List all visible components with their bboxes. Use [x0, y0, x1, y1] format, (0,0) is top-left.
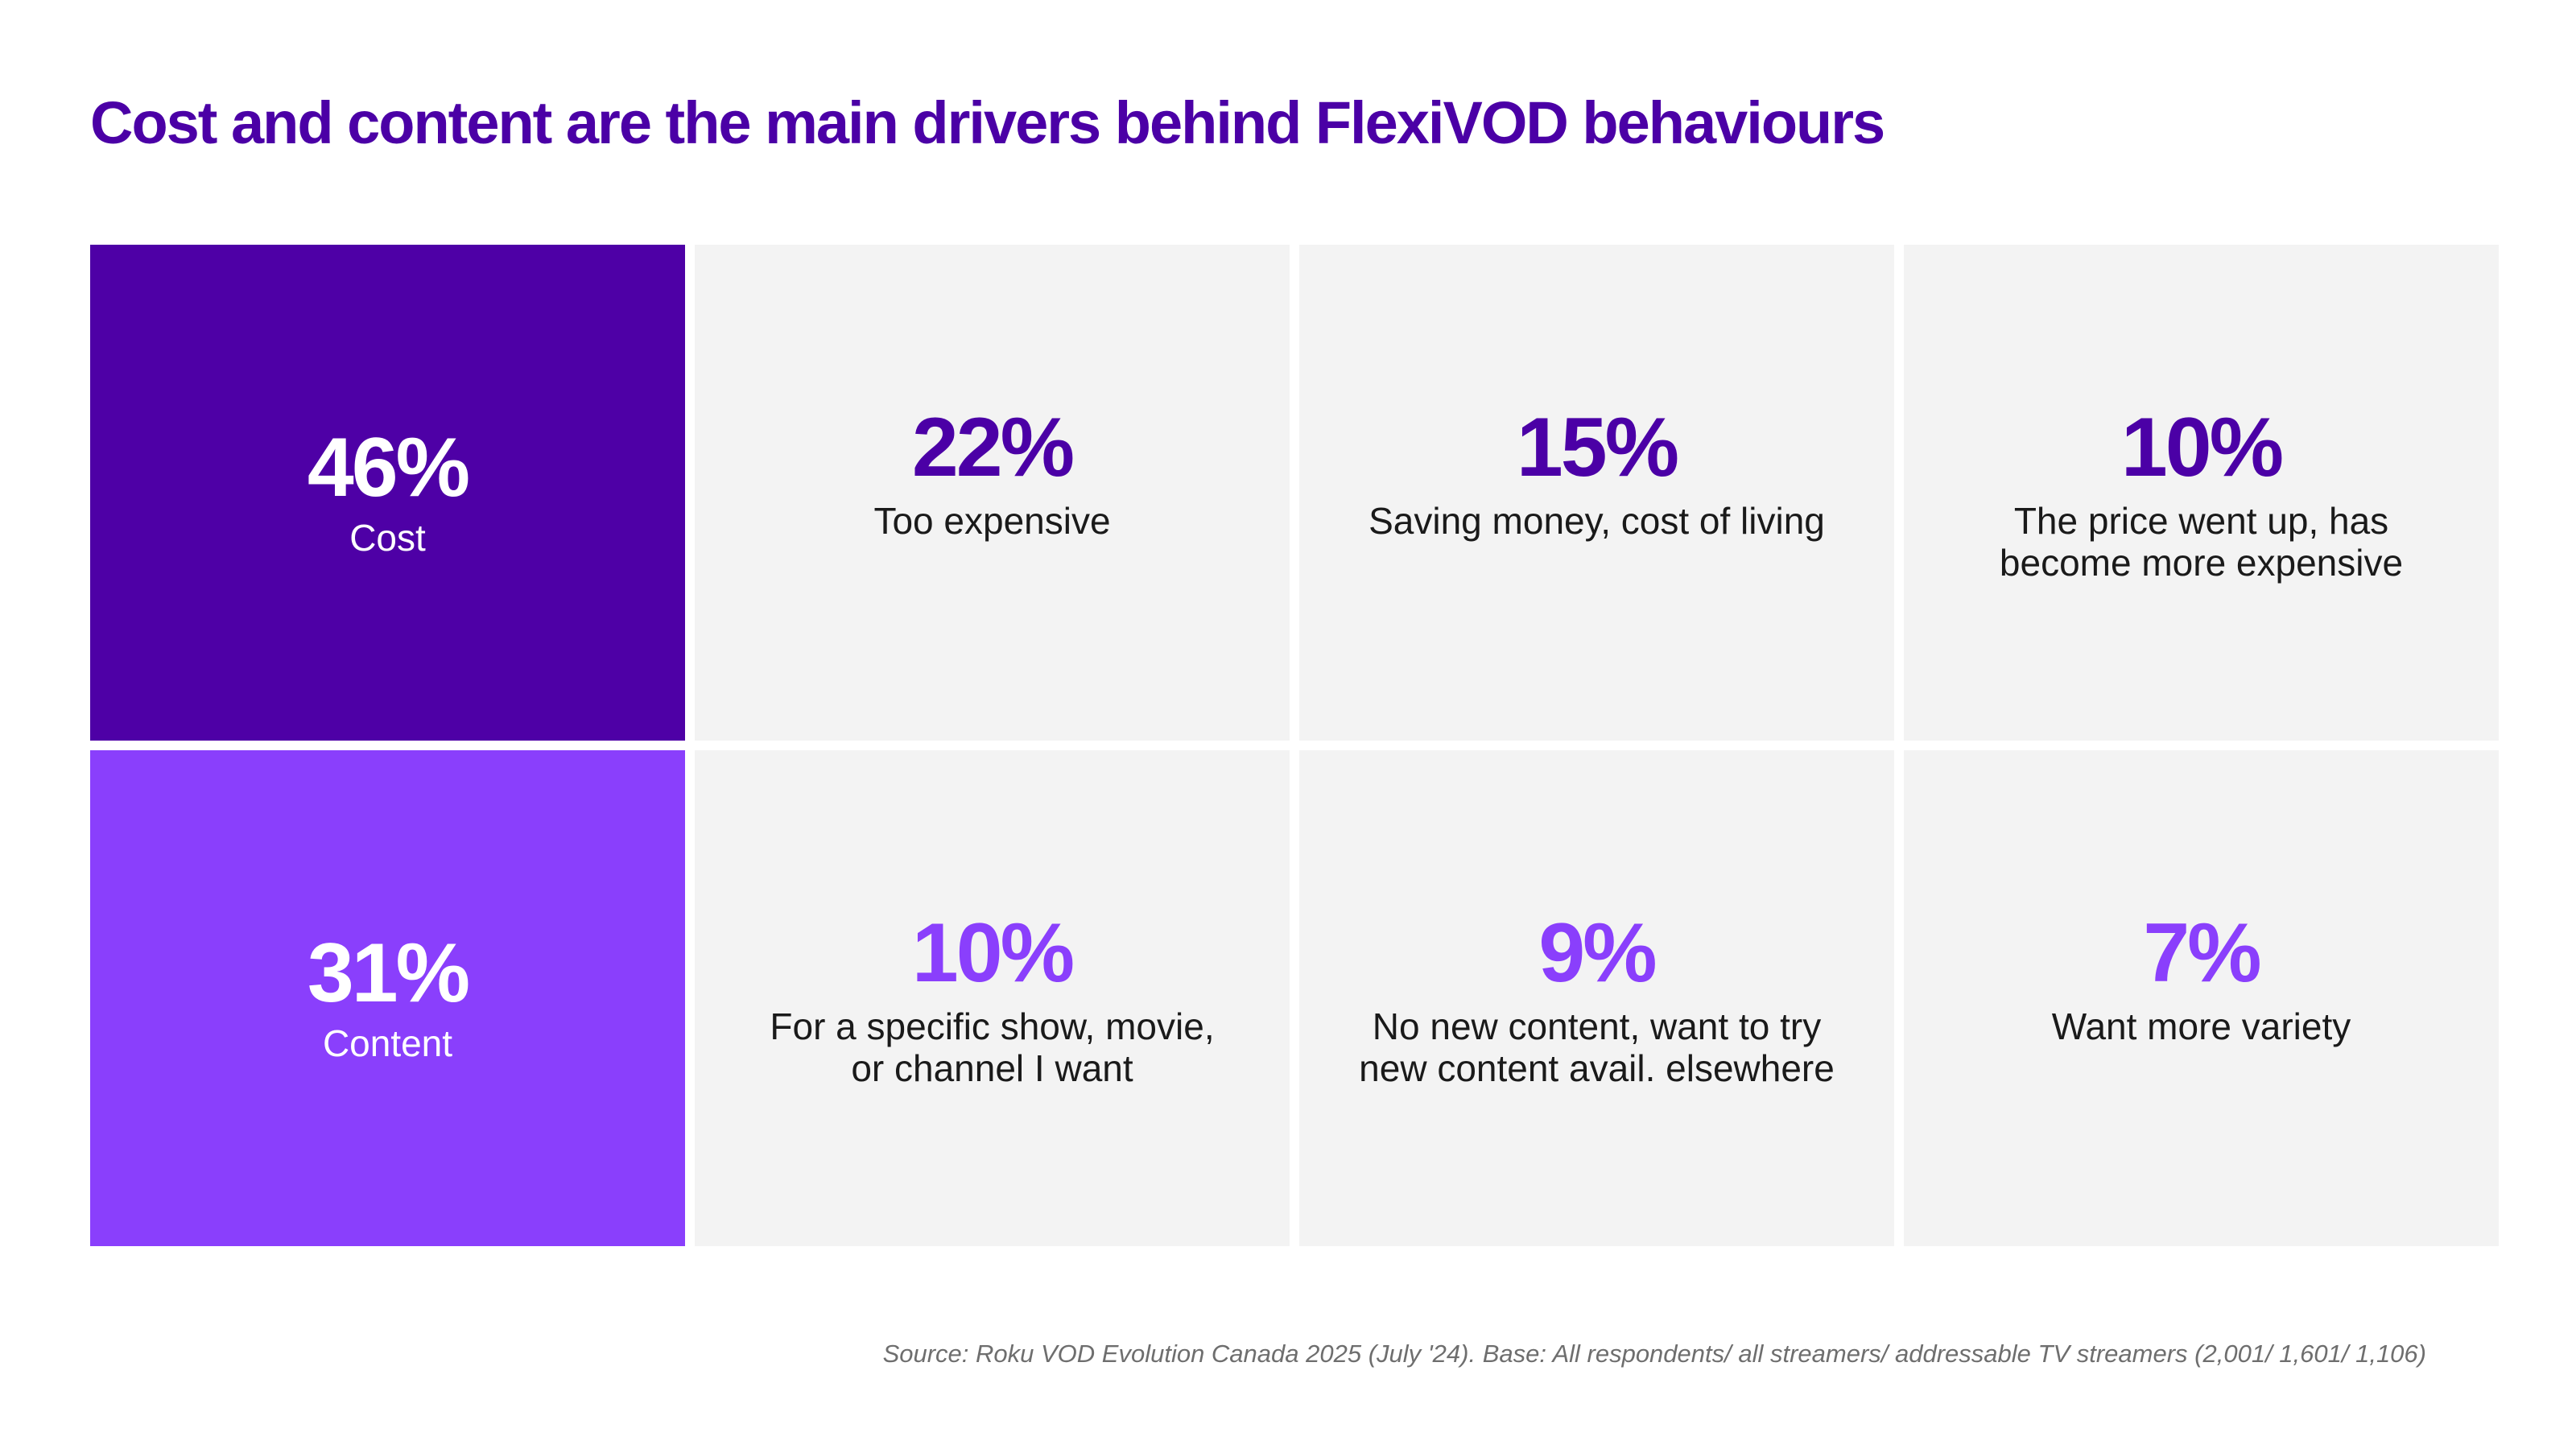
content-summary-tile: 31% Content — [90, 750, 685, 1246]
page-title: Cost and content are the main drivers be… — [90, 89, 1885, 156]
cost-summary-tile: 46% Cost — [90, 245, 685, 741]
reason-tile-no-new-content: 9% No new content, want to try new conte… — [1299, 750, 1894, 1246]
reason-label: No new content, want to try new content … — [1359, 1005, 1835, 1089]
reason-value: 10% — [911, 906, 1075, 1000]
reason-label-line: The price went up, has — [2013, 500, 2389, 542]
reason-label-line: No new content, want to try — [1372, 1005, 1822, 1047]
drivers-grid: 46% Cost 22% Too expensive 15% Saving mo… — [90, 245, 2499, 1246]
cost-total-value: 46% — [307, 421, 470, 515]
reason-value: 22% — [911, 401, 1075, 494]
reason-label: Saving money, cost of living — [1368, 500, 1825, 542]
reason-label: The price went up, has become more expen… — [1999, 500, 2404, 584]
reason-tile-too-expensive: 22% Too expensive — [695, 245, 1290, 741]
reason-label-line: For a specific show, movie, — [770, 1005, 1215, 1047]
reason-label: Want more variety — [2051, 1005, 2351, 1047]
reason-label-line: new content avail. elsewhere — [1359, 1046, 1835, 1089]
reason-label: Too expensive — [873, 500, 1111, 542]
cost-total-label: Cost — [349, 517, 426, 559]
content-total-label: Content — [322, 1022, 453, 1065]
reason-label-line: or channel I want — [851, 1046, 1133, 1089]
reason-tile-price-went-up: 10% The price went up, has become more e… — [1904, 245, 2499, 741]
reason-value: 9% — [1538, 906, 1657, 1000]
reason-tile-saving-money: 15% Saving money, cost of living — [1299, 245, 1894, 741]
reason-tile-more-variety: 7% Want more variety — [1904, 750, 2499, 1246]
reason-value: 10% — [2120, 401, 2284, 494]
reason-value: 15% — [1516, 401, 1679, 494]
reason-value: 7% — [2143, 906, 2261, 1000]
source-note: Source: Roku VOD Evolution Canada 2025 (… — [882, 1340, 2426, 1368]
reason-label: For a specific show, movie, or channel I… — [770, 1005, 1215, 1089]
content-total-value: 31% — [307, 927, 470, 1021]
reason-tile-specific-show: 10% For a specific show, movie, or chann… — [695, 750, 1290, 1246]
reason-label-line: become more expensive — [1999, 541, 2404, 584]
